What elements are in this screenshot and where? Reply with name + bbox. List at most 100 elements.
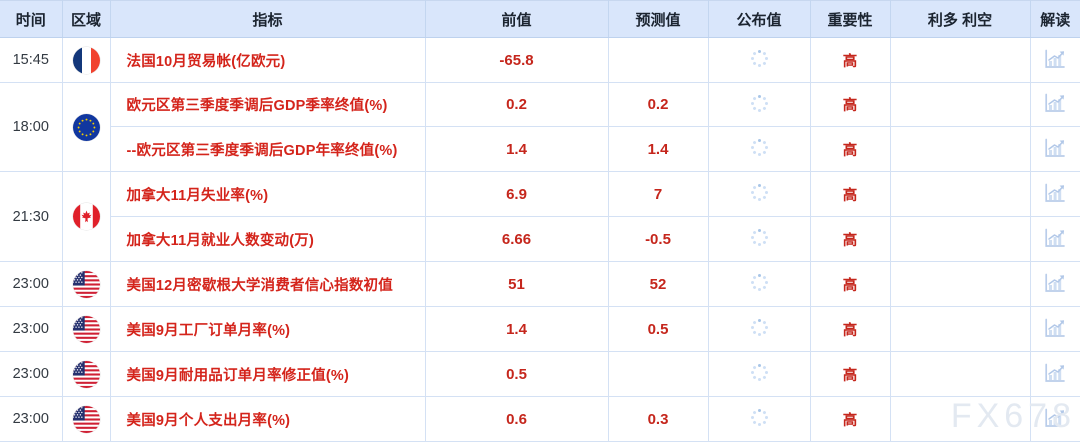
cell-actual [708, 126, 811, 172]
flag-european-union-icon [72, 113, 100, 141]
table-header: 时间 区域 指标 前值 预测值 公布值 重要性 利多 利空 解读 [0, 0, 1080, 38]
loading-spinner-icon [750, 94, 768, 112]
table-row[interactable]: 23:00 美国9月工厂订单月率(%) 1.4 0.5 高 [0, 306, 1080, 352]
chart-bar-icon[interactable] [1044, 363, 1066, 383]
chart-bar-icon[interactable] [1044, 138, 1066, 158]
cell-region [62, 351, 111, 397]
cell-region [62, 82, 111, 172]
cell-indicator[interactable]: 法国10月贸易帐(亿欧元) [110, 37, 426, 83]
chart-bar-icon[interactable] [1044, 318, 1066, 338]
table-row[interactable]: 21:30 加拿大11月失业率(%) 6.9 7 高 [0, 171, 1080, 262]
loading-spinner-icon [750, 139, 768, 156]
column-header-region: 区域 [62, 0, 111, 38]
flag-france-icon [72, 46, 100, 74]
cell-importance: 高 [810, 126, 891, 172]
loading-spinner-icon [750, 319, 768, 336]
cell-indicator[interactable]: 欧元区第三季度季调后GDP季率终值(%) [110, 82, 426, 127]
cell-time: 15:45 [0, 37, 63, 83]
cell-indicator[interactable]: 加拿大11月失业率(%) [110, 171, 426, 217]
loading-spinner-icon [750, 409, 768, 426]
cell-forecast: -0.5 [608, 216, 709, 262]
cell-indicator[interactable]: 美国12月密歇根大学消费者信心指数初值 [110, 261, 426, 307]
cell-indicator[interactable]: 美国9月耐用品订单月率修正值(%) [110, 351, 426, 397]
cell-read[interactable] [1030, 171, 1080, 217]
column-header-bias: 利多 利空 [890, 0, 1031, 38]
cell-region [62, 261, 111, 307]
cell-actual [708, 37, 811, 83]
loading-spinner-icon [750, 364, 768, 381]
chart-bar-icon[interactable] [1044, 183, 1066, 203]
cell-bias [890, 306, 1031, 352]
cell-read[interactable] [1030, 396, 1080, 442]
cell-region [62, 396, 111, 442]
cell-importance: 高 [810, 82, 891, 127]
cell-previous: 1.4 [425, 306, 609, 352]
flag-canada-icon [72, 203, 100, 230]
cell-read[interactable] [1030, 216, 1080, 262]
column-header-time: 时间 [0, 0, 63, 38]
cell-read[interactable] [1030, 126, 1080, 172]
cell-indicator[interactable]: --欧元区第三季度季调后GDP年率终值(%) [110, 126, 426, 172]
cell-read[interactable] [1030, 351, 1080, 397]
cell-previous: 1.4 [425, 126, 609, 172]
column-header-forecast: 预测值 [608, 0, 709, 38]
chart-bar-icon[interactable] [1044, 228, 1066, 248]
cell-importance: 高 [810, 306, 891, 352]
cell-forecast: 0.3 [608, 396, 709, 442]
cell-indicator[interactable]: 美国9月个人支出月率(%) [110, 396, 426, 442]
table-row[interactable]: --欧元区第三季度季调后GDP年率终值(%) 1.4 1.4 高 [0, 126, 1080, 172]
cell-actual [708, 216, 811, 262]
chart-bar-icon[interactable] [1044, 49, 1066, 69]
table-body: 15:45 法国10月贸易帐(亿欧元) -65.8 高 18:00 欧元区第三季度季调后G… [0, 37, 1080, 442]
table-row[interactable]: 23:00 美国12月密歇根大学消费者信心指数初值 51 52 高 [0, 261, 1080, 307]
cell-bias [890, 171, 1031, 217]
column-header-actual: 公布值 [708, 0, 811, 38]
cell-importance: 高 [810, 37, 891, 83]
flag-united-states-icon [72, 270, 100, 298]
cell-indicator[interactable]: 加拿大11月就业人数变动(万) [110, 216, 426, 262]
chart-bar-icon[interactable] [1044, 93, 1066, 113]
cell-region [62, 306, 111, 352]
cell-forecast: 1.4 [608, 126, 709, 172]
loading-spinner-icon [750, 274, 768, 291]
cell-bias [890, 126, 1031, 172]
loading-spinner-icon [750, 184, 768, 201]
chart-bar-icon[interactable] [1044, 408, 1066, 428]
column-header-read: 解读 [1030, 0, 1080, 38]
cell-read[interactable] [1030, 37, 1080, 83]
table-row[interactable]: 18:00 欧元区第三季度季调后GDP季率终值(%) 0.2 0.2 高 [0, 82, 1080, 172]
table-row[interactable]: 23:00 美国9月个人支出月率(%) 0.6 0.3 高 [0, 396, 1080, 442]
cell-bias [890, 396, 1031, 442]
cell-time: 23:00 [0, 396, 63, 442]
cell-read[interactable] [1030, 261, 1080, 307]
cell-importance: 高 [810, 396, 891, 442]
chart-bar-icon[interactable] [1044, 273, 1066, 293]
flag-united-states-icon [72, 405, 100, 433]
cell-forecast: 0.5 [608, 306, 709, 352]
cell-previous: 51 [425, 261, 609, 307]
table-row[interactable]: 23:00 美国9月耐用品订单月率修正值(%) 0.5 高 [0, 351, 1080, 397]
table-row[interactable]: 加拿大11月就业人数变动(万) 6.66 -0.5 高 [0, 216, 1080, 262]
cell-actual [708, 171, 811, 217]
cell-actual [708, 396, 811, 442]
cell-region [62, 171, 111, 262]
cell-indicator[interactable]: 美国9月工厂订单月率(%) [110, 306, 426, 352]
cell-bias [890, 261, 1031, 307]
table-row[interactable]: 15:45 法国10月贸易帐(亿欧元) -65.8 高 [0, 37, 1080, 83]
cell-forecast: 0.2 [608, 82, 709, 127]
cell-read[interactable] [1030, 82, 1080, 127]
cell-bias [890, 82, 1031, 127]
cell-bias [890, 351, 1031, 397]
cell-read[interactable] [1030, 306, 1080, 352]
cell-bias [890, 37, 1031, 83]
loading-spinner-icon [750, 229, 768, 246]
flag-united-states-icon [72, 315, 100, 343]
cell-importance: 高 [810, 171, 891, 217]
cell-time: 23:00 [0, 261, 63, 307]
cell-actual [708, 82, 811, 127]
cell-forecast: 52 [608, 261, 709, 307]
flag-united-states-icon [72, 360, 100, 388]
loading-spinner-icon [750, 50, 768, 67]
cell-actual [708, 306, 811, 352]
